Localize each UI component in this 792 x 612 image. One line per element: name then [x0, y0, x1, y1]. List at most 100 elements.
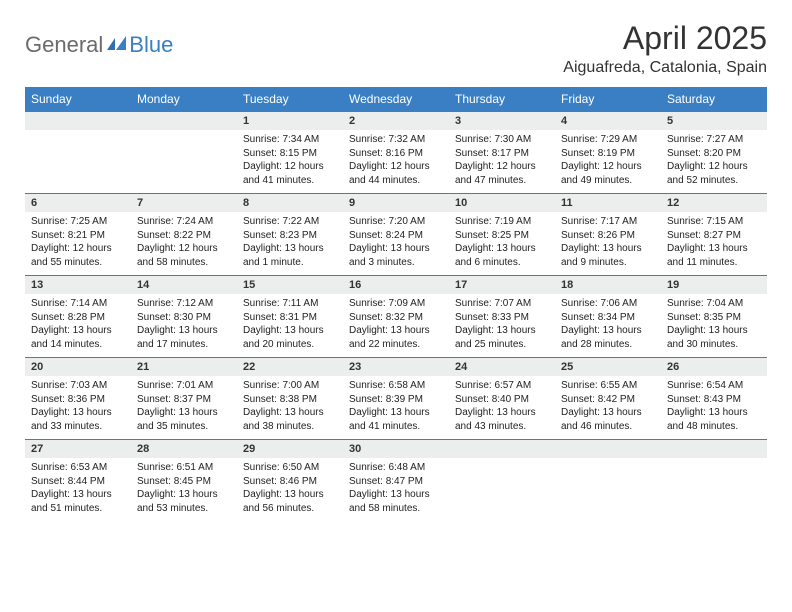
sunset-text: Sunset: 8:23 PM	[243, 229, 337, 243]
day-details: Sunrise: 7:03 AMSunset: 8:36 PMDaylight:…	[25, 376, 131, 437]
sunrise-text: Sunrise: 7:25 AM	[31, 215, 125, 229]
day-details: Sunrise: 7:06 AMSunset: 8:34 PMDaylight:…	[555, 294, 661, 355]
day-details: Sunrise: 7:22 AMSunset: 8:23 PMDaylight:…	[237, 212, 343, 273]
calendar-day-cell: 29Sunrise: 6:50 AMSunset: 8:46 PMDayligh…	[237, 440, 343, 522]
sunset-text: Sunset: 8:42 PM	[561, 393, 655, 407]
daylight-text: Daylight: 12 hours and 44 minutes.	[349, 160, 443, 187]
calendar-body: 1Sunrise: 7:34 AMSunset: 8:15 PMDaylight…	[25, 112, 767, 522]
daylight-text: Daylight: 13 hours and 25 minutes.	[455, 324, 549, 351]
month-title: April 2025	[563, 20, 767, 57]
calendar-day-cell	[25, 112, 131, 194]
day-number: 16	[343, 276, 449, 294]
daylight-text: Daylight: 13 hours and 30 minutes.	[667, 324, 761, 351]
calendar-day-cell: 13Sunrise: 7:14 AMSunset: 8:28 PMDayligh…	[25, 276, 131, 358]
sunrise-text: Sunrise: 7:01 AM	[137, 379, 231, 393]
day-details: Sunrise: 7:32 AMSunset: 8:16 PMDaylight:…	[343, 130, 449, 191]
daylight-text: Daylight: 12 hours and 52 minutes.	[667, 160, 761, 187]
day-details	[131, 130, 237, 137]
daylight-text: Daylight: 12 hours and 58 minutes.	[137, 242, 231, 269]
day-details: Sunrise: 7:12 AMSunset: 8:30 PMDaylight:…	[131, 294, 237, 355]
day-details	[555, 458, 661, 465]
day-details: Sunrise: 6:55 AMSunset: 8:42 PMDaylight:…	[555, 376, 661, 437]
sunset-text: Sunset: 8:21 PM	[31, 229, 125, 243]
calendar-day-cell: 10Sunrise: 7:19 AMSunset: 8:25 PMDayligh…	[449, 194, 555, 276]
title-block: April 2025 Aiguafreda, Catalonia, Spain	[563, 20, 767, 77]
calendar-day-cell: 27Sunrise: 6:53 AMSunset: 8:44 PMDayligh…	[25, 440, 131, 522]
calendar-day-cell: 26Sunrise: 6:54 AMSunset: 8:43 PMDayligh…	[661, 358, 767, 440]
daylight-text: Daylight: 12 hours and 47 minutes.	[455, 160, 549, 187]
day-number: 15	[237, 276, 343, 294]
sunset-text: Sunset: 8:22 PM	[137, 229, 231, 243]
calendar-day-cell: 28Sunrise: 6:51 AMSunset: 8:45 PMDayligh…	[131, 440, 237, 522]
daylight-text: Daylight: 13 hours and 20 minutes.	[243, 324, 337, 351]
daylight-text: Daylight: 13 hours and 17 minutes.	[137, 324, 231, 351]
sunrise-text: Sunrise: 7:03 AM	[31, 379, 125, 393]
day-number	[449, 440, 555, 458]
day-number: 23	[343, 358, 449, 376]
sunrise-text: Sunrise: 6:51 AM	[137, 461, 231, 475]
day-number: 2	[343, 112, 449, 130]
sunrise-text: Sunrise: 7:00 AM	[243, 379, 337, 393]
day-details: Sunrise: 7:29 AMSunset: 8:19 PMDaylight:…	[555, 130, 661, 191]
calendar-day-cell: 22Sunrise: 7:00 AMSunset: 8:38 PMDayligh…	[237, 358, 343, 440]
sunrise-text: Sunrise: 6:57 AM	[455, 379, 549, 393]
daylight-text: Daylight: 13 hours and 51 minutes.	[31, 488, 125, 515]
weekday-header: Wednesday	[343, 87, 449, 112]
daylight-text: Daylight: 13 hours and 41 minutes.	[349, 406, 443, 433]
calendar-day-cell: 30Sunrise: 6:48 AMSunset: 8:47 PMDayligh…	[343, 440, 449, 522]
sunset-text: Sunset: 8:16 PM	[349, 147, 443, 161]
day-details: Sunrise: 7:09 AMSunset: 8:32 PMDaylight:…	[343, 294, 449, 355]
calendar-day-cell: 12Sunrise: 7:15 AMSunset: 8:27 PMDayligh…	[661, 194, 767, 276]
sunset-text: Sunset: 8:45 PM	[137, 475, 231, 489]
day-number: 30	[343, 440, 449, 458]
page: General Blue April 2025 Aiguafreda, Cata…	[0, 0, 792, 542]
sunset-text: Sunset: 8:47 PM	[349, 475, 443, 489]
sunset-text: Sunset: 8:33 PM	[455, 311, 549, 325]
sunset-text: Sunset: 8:40 PM	[455, 393, 549, 407]
day-details	[661, 458, 767, 465]
calendar-table: Sunday Monday Tuesday Wednesday Thursday…	[25, 87, 767, 522]
calendar-day-cell: 8Sunrise: 7:22 AMSunset: 8:23 PMDaylight…	[237, 194, 343, 276]
calendar-day-cell: 17Sunrise: 7:07 AMSunset: 8:33 PMDayligh…	[449, 276, 555, 358]
daylight-text: Daylight: 13 hours and 11 minutes.	[667, 242, 761, 269]
day-number: 27	[25, 440, 131, 458]
day-number	[661, 440, 767, 458]
calendar-day-cell: 23Sunrise: 6:58 AMSunset: 8:39 PMDayligh…	[343, 358, 449, 440]
calendar-day-cell: 24Sunrise: 6:57 AMSunset: 8:40 PMDayligh…	[449, 358, 555, 440]
day-number: 29	[237, 440, 343, 458]
day-details: Sunrise: 7:04 AMSunset: 8:35 PMDaylight:…	[661, 294, 767, 355]
daylight-text: Daylight: 13 hours and 46 minutes.	[561, 406, 655, 433]
daylight-text: Daylight: 13 hours and 6 minutes.	[455, 242, 549, 269]
day-details: Sunrise: 7:20 AMSunset: 8:24 PMDaylight:…	[343, 212, 449, 273]
sunrise-text: Sunrise: 6:55 AM	[561, 379, 655, 393]
day-details: Sunrise: 6:48 AMSunset: 8:47 PMDaylight:…	[343, 458, 449, 519]
sunrise-text: Sunrise: 7:17 AM	[561, 215, 655, 229]
weekday-header: Monday	[131, 87, 237, 112]
weekday-header: Thursday	[449, 87, 555, 112]
day-number: 11	[555, 194, 661, 212]
sunset-text: Sunset: 8:39 PM	[349, 393, 443, 407]
sunset-text: Sunset: 8:43 PM	[667, 393, 761, 407]
daylight-text: Daylight: 12 hours and 55 minutes.	[31, 242, 125, 269]
sunset-text: Sunset: 8:17 PM	[455, 147, 549, 161]
sunrise-text: Sunrise: 7:09 AM	[349, 297, 443, 311]
day-number: 12	[661, 194, 767, 212]
day-number: 13	[25, 276, 131, 294]
calendar-day-cell: 1Sunrise: 7:34 AMSunset: 8:15 PMDaylight…	[237, 112, 343, 194]
calendar-day-cell: 6Sunrise: 7:25 AMSunset: 8:21 PMDaylight…	[25, 194, 131, 276]
calendar-day-cell: 14Sunrise: 7:12 AMSunset: 8:30 PMDayligh…	[131, 276, 237, 358]
calendar-day-cell: 3Sunrise: 7:30 AMSunset: 8:17 PMDaylight…	[449, 112, 555, 194]
day-number: 9	[343, 194, 449, 212]
calendar-day-cell: 15Sunrise: 7:11 AMSunset: 8:31 PMDayligh…	[237, 276, 343, 358]
daylight-text: Daylight: 13 hours and 48 minutes.	[667, 406, 761, 433]
calendar-week-row: 1Sunrise: 7:34 AMSunset: 8:15 PMDaylight…	[25, 112, 767, 194]
calendar-day-cell: 21Sunrise: 7:01 AMSunset: 8:37 PMDayligh…	[131, 358, 237, 440]
sunset-text: Sunset: 8:28 PM	[31, 311, 125, 325]
daylight-text: Daylight: 13 hours and 14 minutes.	[31, 324, 125, 351]
weekday-header: Tuesday	[237, 87, 343, 112]
sunrise-text: Sunrise: 7:32 AM	[349, 133, 443, 147]
sunset-text: Sunset: 8:38 PM	[243, 393, 337, 407]
sunrise-text: Sunrise: 7:22 AM	[243, 215, 337, 229]
daylight-text: Daylight: 13 hours and 43 minutes.	[455, 406, 549, 433]
header: General Blue April 2025 Aiguafreda, Cata…	[25, 20, 767, 77]
